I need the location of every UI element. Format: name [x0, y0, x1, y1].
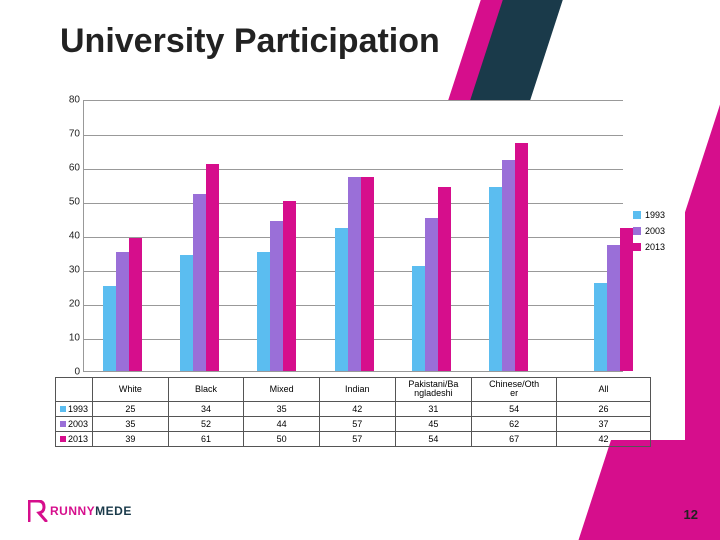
table-cell: 52	[168, 416, 244, 431]
row-year: 2003	[68, 419, 88, 429]
table-cell: 57	[319, 431, 395, 446]
bar	[335, 228, 348, 371]
bar	[116, 252, 129, 371]
table-cell: 42	[556, 431, 650, 446]
plot-area	[83, 100, 623, 372]
y-tick-label: 30	[55, 265, 80, 276]
table-row-label: 1993	[56, 401, 93, 416]
table-cell: 45	[395, 416, 472, 431]
table-column-header: Mixed	[244, 378, 320, 402]
bar	[180, 255, 193, 371]
legend-swatch	[633, 211, 641, 219]
legend-item: 2003	[633, 226, 665, 236]
table-cell: 57	[319, 416, 395, 431]
y-tick-label: 20	[55, 299, 80, 310]
table-cell: 61	[168, 431, 244, 446]
legend-item: 2013	[633, 242, 665, 252]
y-tick-label: 70	[55, 129, 80, 140]
bar	[515, 143, 528, 371]
table-cell: 39	[93, 431, 169, 446]
table-cell: 44	[244, 416, 320, 431]
bar	[489, 187, 502, 371]
data-table: WhiteBlackMixedIndianPakistani/Ba nglade…	[55, 377, 651, 447]
legend: 1993 2003 2013	[633, 210, 665, 258]
bar-group	[324, 177, 384, 371]
table-cell: 35	[93, 416, 169, 431]
row-year: 2013	[68, 434, 88, 444]
table-cell: 50	[244, 431, 320, 446]
bar	[620, 228, 633, 371]
table-column-header: Black	[168, 378, 244, 402]
bar	[283, 201, 296, 371]
table-row: 1993 25343542315426	[56, 401, 651, 416]
table-cell: 67	[472, 431, 557, 446]
table-column-header: Indian	[319, 378, 395, 402]
bar	[361, 177, 374, 371]
row-swatch	[60, 406, 66, 412]
logo-text: RUNNYMEDE	[50, 504, 132, 518]
bar-group	[478, 143, 538, 371]
y-tick-label: 10	[55, 333, 80, 344]
bar	[412, 266, 425, 371]
table-column-header: Pakistani/Ba ngladeshi	[395, 378, 472, 402]
grid-line	[84, 169, 623, 170]
y-tick-label: 80	[55, 95, 80, 106]
slide: University Participation 1993 2003 2013 Wh…	[0, 0, 720, 540]
bar-group	[170, 164, 230, 371]
table-cell: 62	[472, 416, 557, 431]
table-cell: 54	[395, 431, 472, 446]
table-row-label: 2003	[56, 416, 93, 431]
bar	[193, 194, 206, 371]
legend-swatch	[633, 227, 641, 235]
bar	[103, 286, 116, 371]
logo: RUNNYMEDE	[28, 500, 132, 522]
table-cell: 54	[472, 401, 557, 416]
legend-label: 1993	[645, 210, 665, 220]
legend-swatch	[633, 243, 641, 251]
table-row-label: 2013	[56, 431, 93, 446]
table-cell: 35	[244, 401, 320, 416]
bar	[129, 238, 142, 371]
bar-group	[247, 201, 307, 371]
table-column-header: Chinese/Oth er	[472, 378, 557, 402]
row-year: 1993	[68, 404, 88, 414]
table-cell: 34	[168, 401, 244, 416]
table-column-header: White	[93, 378, 169, 402]
bar	[607, 245, 620, 371]
bar	[594, 283, 607, 371]
y-tick-label: 40	[55, 231, 80, 242]
bar	[257, 252, 270, 371]
legend-label: 2003	[645, 226, 665, 236]
row-swatch	[60, 421, 66, 427]
row-swatch	[60, 436, 66, 442]
y-tick-label: 0	[55, 367, 80, 378]
logo-r-icon	[28, 500, 48, 522]
table-row: 2013 39615057546742	[56, 431, 651, 446]
bar	[438, 187, 451, 371]
legend-item: 1993	[633, 210, 665, 220]
table-corner	[56, 378, 93, 402]
table-header-row: WhiteBlackMixedIndianPakistani/Ba nglade…	[56, 378, 651, 402]
bar	[425, 218, 438, 371]
bar	[348, 177, 361, 371]
table-column-header: All	[556, 378, 650, 402]
table-cell: 37	[556, 416, 650, 431]
table-cell: 26	[556, 401, 650, 416]
bar	[270, 221, 283, 371]
legend-label: 2013	[645, 242, 665, 252]
table-row: 2003 35524457456237	[56, 416, 651, 431]
table-cell: 31	[395, 401, 472, 416]
bar	[206, 164, 219, 371]
page-title: University Participation	[60, 22, 440, 61]
y-tick-label: 50	[55, 197, 80, 208]
bar-group	[401, 187, 461, 371]
chart: 1993 2003 2013 WhiteBlackMixedIndianPakist…	[55, 100, 685, 440]
grid-line	[84, 135, 623, 136]
page-number: 12	[684, 507, 698, 522]
table-cell: 42	[319, 401, 395, 416]
bar	[502, 160, 515, 371]
table-cell: 25	[93, 401, 169, 416]
y-tick-label: 60	[55, 163, 80, 174]
bar-group	[93, 238, 153, 371]
